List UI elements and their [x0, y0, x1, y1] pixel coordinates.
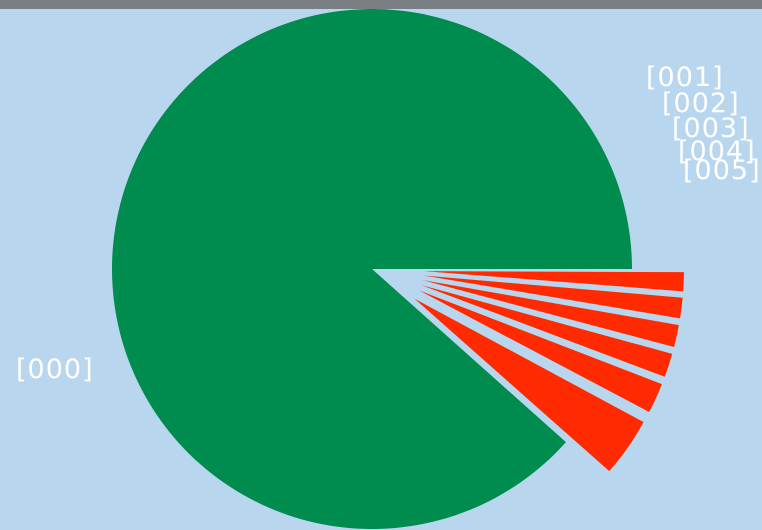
slice-label-003: [003] — [672, 113, 750, 144]
pie-slices — [111, 8, 684, 529]
pie-slice-001 — [414, 298, 644, 472]
slice-label-005: [005] — [683, 155, 761, 186]
slice-label-002: [002] — [662, 88, 740, 119]
slice-label-001: [001] — [646, 62, 724, 93]
pie-slice-000 — [111, 8, 633, 529]
pie-slice-004 — [422, 280, 679, 348]
slice-label-004: [004] — [678, 136, 756, 167]
window-top-bar — [0, 0, 762, 9]
pie-slice-003 — [421, 285, 673, 377]
pie-labels: [000] [001][002][003][004][005] — [16, 62, 761, 385]
pie-slice-005 — [423, 275, 683, 319]
pie-slice-002 — [419, 290, 662, 413]
slice-label-000: [000] — [16, 354, 94, 385]
pie-slice-006 — [423, 271, 684, 292]
